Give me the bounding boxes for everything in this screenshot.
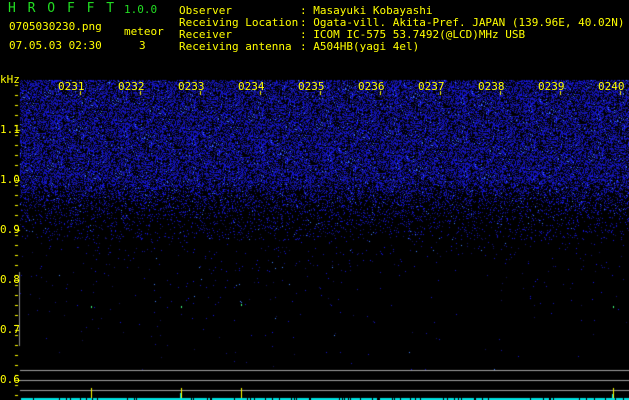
receiver-value: ICOM IC-575 53.7492(@LCD)MHz USB	[313, 28, 526, 41]
info-value: : A504HB(yagi 4el)	[300, 40, 420, 53]
unit-label: kHz	[0, 73, 20, 86]
antenna-value: A504HB(yagi 4el)	[313, 40, 420, 53]
info-label: Receiving antenna	[179, 40, 292, 53]
file-datetime: 07.05.03 02:30	[9, 39, 102, 52]
file-name: 0705030230.png	[9, 20, 102, 33]
freq-label: 0.6	[0, 373, 20, 386]
time-label: 0240	[598, 80, 625, 93]
time-label: 0239	[538, 80, 565, 93]
info-label: Observer	[179, 4, 232, 17]
info-label: Receiver	[179, 28, 232, 41]
freq-label: 0.8	[0, 273, 20, 286]
app-title: H R O F F T	[8, 1, 117, 16]
time-label: 0237	[418, 80, 445, 93]
observer-value: Masayuki Kobayashi	[313, 4, 433, 17]
time-label: 0235	[298, 80, 325, 93]
time-label: 0232	[118, 80, 145, 93]
time-label: 0231	[58, 80, 85, 93]
time-label: 0238	[478, 80, 505, 93]
meteor-count: 3	[139, 39, 146, 52]
info-label: Receiving Location	[179, 16, 299, 29]
freq-label: 1.0	[0, 173, 20, 186]
time-label: 0233	[178, 80, 205, 93]
time-label: 0236	[358, 80, 385, 93]
location-value: Ogata-vill. Akita-Pref. JAPAN (139.96E, …	[313, 16, 625, 29]
info-value: : Ogata-vill. Akita-Pref. JAPAN (139.96E…	[300, 16, 625, 29]
meteor-label: meteor	[124, 25, 164, 38]
time-label: 0234	[238, 80, 265, 93]
app-version: 1.0.0	[124, 3, 158, 16]
info-value: : Masayuki Kobayashi	[300, 4, 433, 17]
freq-label: 0.7	[0, 323, 20, 336]
freq-label: 0.9	[0, 223, 20, 236]
info-value: : ICOM IC-575 53.7492(@LCD)MHz USB	[300, 28, 526, 41]
freq-label: 1.1	[0, 123, 20, 136]
